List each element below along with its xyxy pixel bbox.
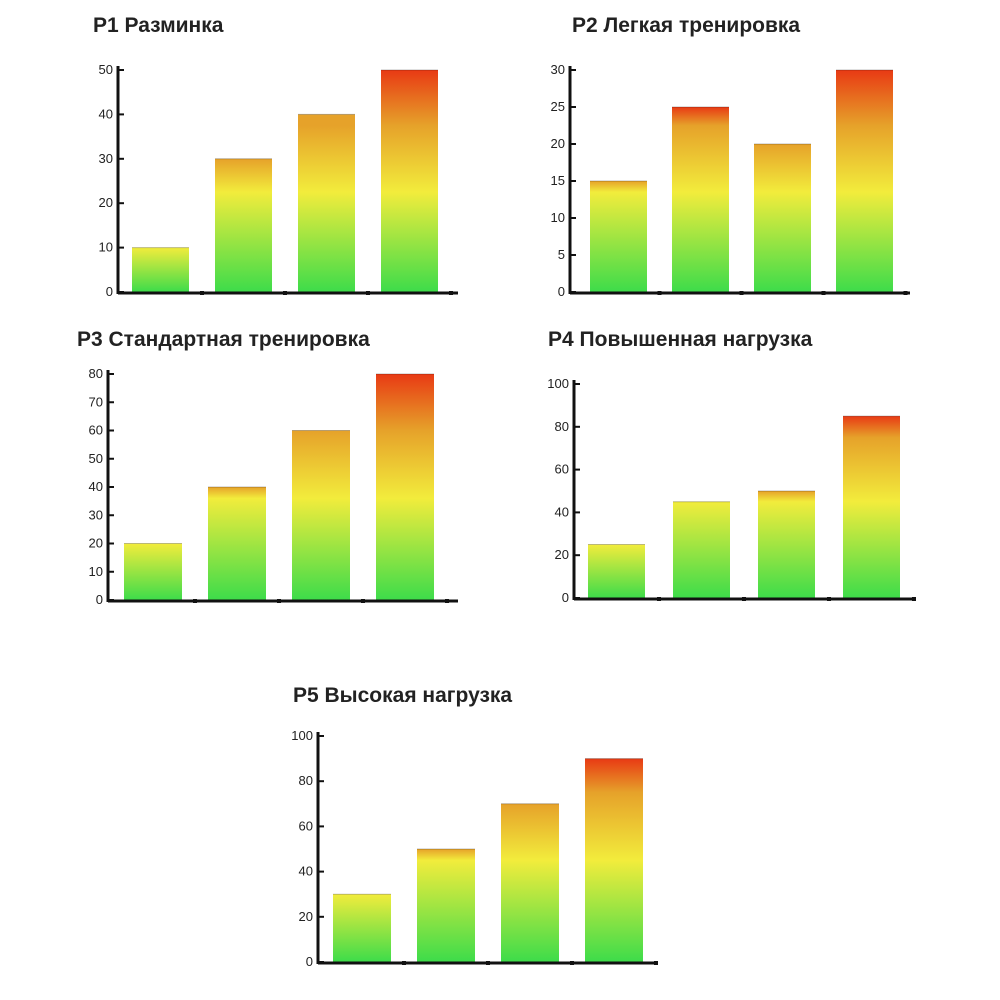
y-tick-label: 0	[106, 284, 113, 299]
chart-p5: P5 Высокая нагрузка 0 20 40 60 80 100	[265, 678, 665, 978]
y-tick-label: 15	[551, 173, 565, 188]
y-tick-label: 20	[89, 536, 103, 551]
chart-p1: P1 Разминка 0 10 20 30 40 50	[60, 8, 460, 308]
y-tick-label: 5	[558, 247, 565, 262]
chart-title: P5 Высокая нагрузка	[293, 684, 513, 707]
y-tick-label: 60	[555, 462, 569, 477]
chart-canvas: 0 10 20 30 40 50 60 70 80	[89, 366, 458, 607]
bar-2	[215, 158, 272, 292]
bar-4	[836, 70, 893, 292]
chart-title: P4 Повышенная нагрузка	[548, 328, 813, 351]
y-tick-label: 40	[99, 106, 113, 121]
y-tick-label: 0	[558, 284, 565, 299]
bar-4	[376, 374, 434, 600]
y-tick-label: 0	[306, 954, 313, 969]
chart-p2: P2 Легкая тренировка 0 5 10 15 20 25 30	[520, 8, 920, 308]
chart-canvas: 0 10 20 30 40 50	[99, 62, 458, 299]
chart-title: P2 Легкая тренировка	[572, 14, 801, 37]
bar-1	[333, 894, 391, 962]
y-tick-label: 0	[96, 592, 103, 607]
bar-2	[672, 107, 729, 292]
bar-1	[588, 544, 645, 598]
y-tick-label: 100	[291, 728, 313, 743]
y-tick-label: 25	[551, 99, 565, 114]
bar-3	[758, 491, 815, 598]
y-tick-label: 10	[89, 564, 103, 579]
y-tick-label: 20	[99, 195, 113, 210]
bar-1	[132, 247, 189, 292]
bar-4	[843, 416, 900, 598]
y-tick-label: 20	[299, 909, 313, 924]
bar-4	[585, 758, 643, 962]
chart-title: P1 Разминка	[93, 14, 224, 37]
chart-canvas: 0 20 40 60 80 100	[547, 376, 916, 605]
bar-2	[673, 501, 730, 598]
y-tick-label: 30	[99, 151, 113, 166]
y-tick-label: 80	[89, 366, 103, 381]
bar-3	[754, 144, 811, 292]
y-tick-label: 80	[555, 419, 569, 434]
y-tick-label: 10	[551, 210, 565, 225]
y-tick-label: 20	[551, 136, 565, 151]
y-tick-label: 40	[299, 864, 313, 879]
y-tick-label: 80	[299, 773, 313, 788]
y-tick-label: 70	[89, 394, 103, 409]
bar-4	[381, 70, 438, 292]
bar-1	[124, 543, 182, 600]
y-tick-label: 100	[547, 376, 569, 391]
chart-canvas: 0 5 10 15 20 25 30	[551, 62, 910, 299]
y-tick-label: 30	[89, 507, 103, 522]
chart-canvas: 0 20 40 60 80 100	[291, 728, 658, 969]
bar-3	[501, 803, 559, 962]
bar-2	[417, 849, 475, 962]
bar-2	[208, 487, 266, 600]
y-tick-label: 10	[99, 240, 113, 255]
y-tick-label: 30	[551, 62, 565, 77]
y-tick-label: 60	[89, 423, 103, 438]
y-tick-label: 60	[299, 818, 313, 833]
chart-title: P3 Стандартная тренировка	[77, 328, 370, 351]
y-tick-label: 0	[562, 590, 569, 605]
bar-3	[298, 114, 355, 293]
chart-p3: P3 Стандартная тренировка 0 10 20 30 40 50 60 7…	[55, 322, 465, 622]
bar-3	[292, 430, 350, 600]
bar-1	[590, 181, 647, 292]
y-tick-label: 40	[555, 504, 569, 519]
y-tick-label: 40	[89, 479, 103, 494]
y-tick-label: 20	[555, 547, 569, 562]
chart-p4: P4 Повышенная нагрузка 0 20 40 60 80 100	[520, 322, 920, 622]
y-tick-label: 50	[89, 451, 103, 466]
y-tick-label: 50	[99, 62, 113, 77]
